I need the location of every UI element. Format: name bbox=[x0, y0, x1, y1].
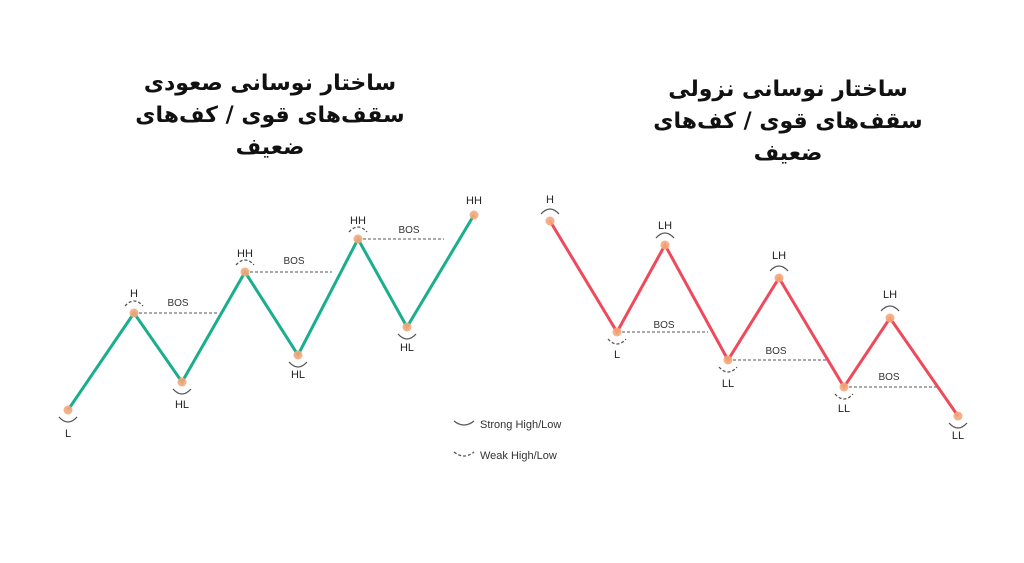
bearish-strong-arc-icon bbox=[880, 305, 900, 312]
bullish-title-line1: ساختار نوسانی صعودی bbox=[143, 71, 397, 96]
bearish-weak-arc-icon bbox=[718, 366, 738, 373]
bullish-point-label: HH bbox=[350, 215, 366, 227]
bearish-swing-point bbox=[953, 411, 963, 421]
bullish-strong-arc-icon bbox=[172, 388, 192, 395]
bullish-swing-point bbox=[177, 377, 187, 387]
bullish-swing-point bbox=[240, 267, 250, 277]
bearish-point-label: L bbox=[614, 349, 620, 361]
bearish-point-label: LH bbox=[772, 250, 786, 262]
bearish-swing-point bbox=[885, 313, 895, 323]
bullish-weak-arc-icon bbox=[235, 259, 255, 266]
bearish-swing-point bbox=[774, 273, 784, 283]
bearish-title-line2: سقف‌های قوی / کف‌های ضعیف bbox=[653, 109, 923, 166]
bearish-point-label: H bbox=[546, 194, 554, 206]
bearish-strong-arc-icon bbox=[655, 232, 675, 239]
bullish-strong-arc-icon bbox=[58, 416, 78, 423]
legend-strong-arc-icon bbox=[453, 420, 475, 426]
bearish-point-label: LL bbox=[722, 378, 734, 390]
bullish-swing-point bbox=[353, 234, 363, 244]
bearish-swing-point bbox=[612, 327, 622, 337]
bullish-bos-label: BOS bbox=[167, 298, 188, 309]
bearish-point-label: LL bbox=[838, 403, 850, 415]
bearish-swing-point bbox=[660, 240, 670, 250]
bearish-swing-point bbox=[839, 382, 849, 392]
bearish-strong-arc-icon bbox=[540, 208, 560, 215]
legend: Strong High/Low Weak High/Low bbox=[453, 419, 561, 462]
bullish-point-label: L bbox=[65, 428, 71, 440]
bearish-swing-point bbox=[723, 355, 733, 365]
bullish-weak-arc-icon bbox=[124, 300, 144, 307]
bearish-point-label: LH bbox=[658, 220, 672, 232]
bearish-point-label: LH bbox=[883, 289, 897, 301]
bearish-bos-label: BOS bbox=[878, 372, 899, 383]
bullish-swing-point bbox=[129, 308, 139, 318]
bearish-weak-arc-icon bbox=[834, 393, 854, 400]
bullish-swing-line bbox=[66, 214, 476, 411]
bullish-bos-label: BOS bbox=[283, 256, 304, 267]
bearish-strong-arc-icon bbox=[769, 265, 789, 272]
bullish-swing-point bbox=[469, 210, 479, 220]
bullish-strong-arc-icon bbox=[397, 333, 417, 340]
bullish-title: ساختار نوسانی صعودی سقف‌های قوی / کف‌های… bbox=[100, 68, 440, 164]
bearish-strong-arc-icon bbox=[948, 422, 968, 429]
bullish-point-label: HH bbox=[237, 248, 253, 260]
bullish-swing-point bbox=[63, 405, 73, 415]
bullish-point-label: HH bbox=[466, 195, 482, 207]
bullish-point-label: HL bbox=[400, 342, 414, 354]
bearish-bos-label: BOS bbox=[653, 320, 674, 331]
bearish-structure: BOS BOS BOS H L LH LL LH LL LH LL bbox=[540, 194, 968, 442]
bullish-weak-arc-icon bbox=[348, 226, 368, 233]
bearish-weak-arc-icon bbox=[607, 338, 627, 345]
bearish-swing-point bbox=[545, 216, 555, 226]
bullish-swing-point bbox=[293, 350, 303, 360]
bullish-strong-arc-icon bbox=[288, 361, 308, 368]
bearish-title: ساختار نوسانی نزولی سقف‌های قوی / کف‌های… bbox=[618, 74, 958, 170]
bearish-bos-label: BOS bbox=[765, 346, 786, 357]
bullish-title-line2: سقف‌های قوی / کف‌های ضعیف bbox=[135, 103, 405, 160]
legend-strong-label: Strong High/Low bbox=[480, 419, 561, 431]
bearish-title-line1: ساختار نوسانی نزولی bbox=[668, 77, 908, 102]
bearish-swing-line bbox=[548, 220, 960, 417]
bullish-bos-label: BOS bbox=[398, 225, 419, 236]
bullish-structure: BOS BOS BOS L H HL HH HL HH HL HH bbox=[58, 195, 482, 440]
bullish-point-label: HL bbox=[291, 369, 305, 381]
legend-weak-arc-icon bbox=[453, 451, 475, 457]
legend-weak-label: Weak High/Low bbox=[480, 450, 557, 462]
bullish-swing-point bbox=[402, 322, 412, 332]
bearish-point-label: LL bbox=[952, 430, 964, 442]
bullish-point-label: H bbox=[130, 288, 138, 300]
bullish-point-label: HL bbox=[175, 399, 189, 411]
